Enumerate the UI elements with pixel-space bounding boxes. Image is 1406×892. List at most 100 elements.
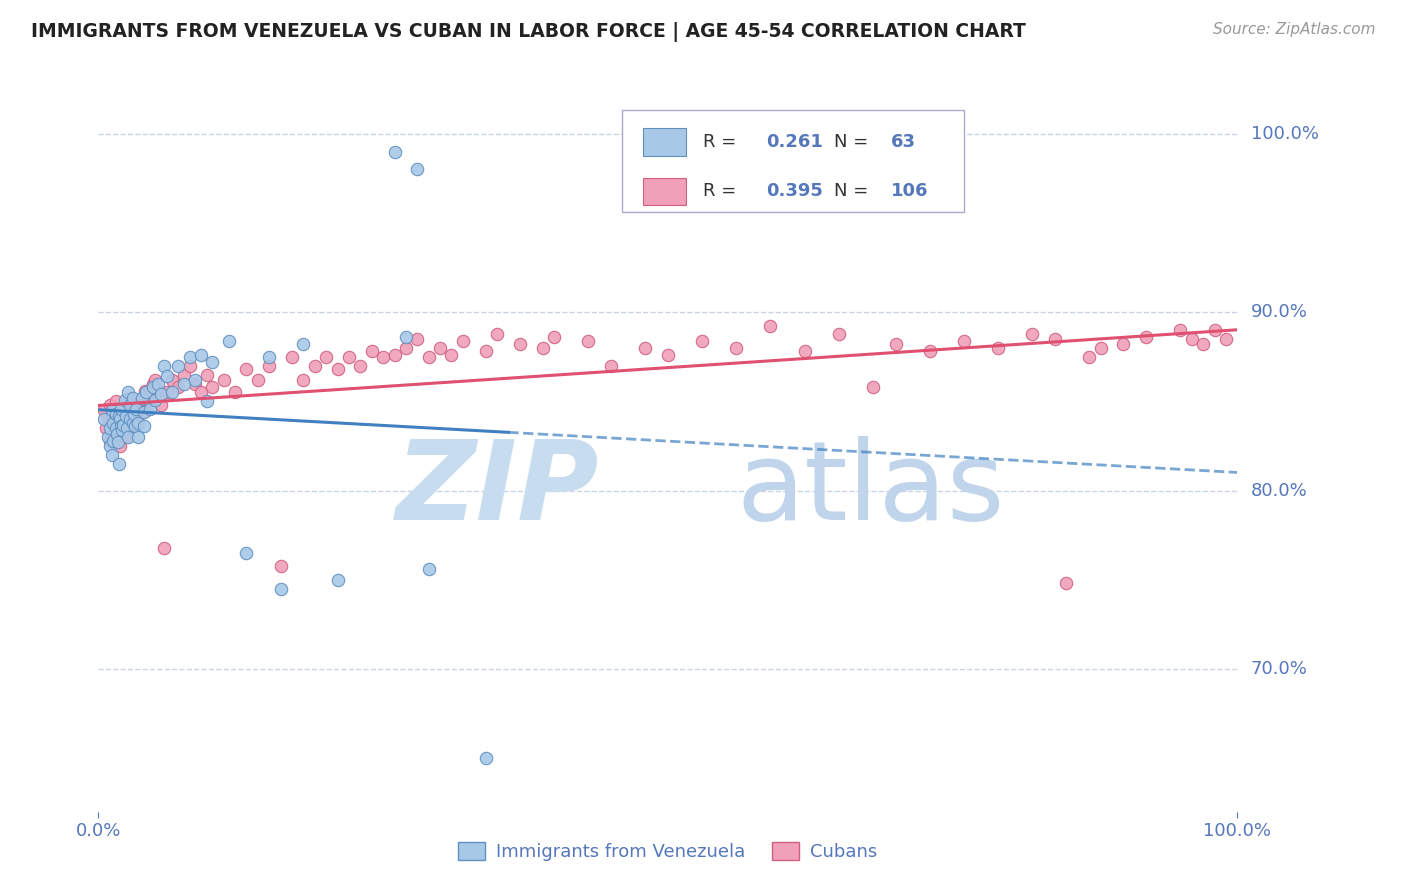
Point [406, 162, 429, 177]
Point [1043, 332, 1066, 346]
FancyBboxPatch shape [643, 128, 686, 156]
Point [112, 403, 135, 417]
Point [326, 362, 349, 376]
Point [212, 373, 235, 387]
Point [145, 373, 167, 387]
Point [270, 558, 292, 573]
Point [884, 337, 907, 351]
Point [156, 369, 179, 384]
Point [406, 332, 429, 346]
Point [184, 373, 207, 387]
Point [114, 419, 136, 434]
Point [96, 421, 118, 435]
Point [111, 416, 134, 430]
Point [111, 423, 134, 437]
Text: 100.0%: 100.0% [1251, 125, 1319, 143]
Point [440, 348, 463, 362]
Point [162, 385, 184, 400]
Point [131, 391, 153, 405]
Text: 0.395: 0.395 [766, 183, 823, 201]
Point [474, 344, 496, 359]
Point [918, 344, 941, 359]
FancyBboxPatch shape [643, 178, 686, 205]
Point [395, 330, 418, 344]
Point [235, 362, 257, 376]
Point [531, 341, 554, 355]
Point [104, 394, 127, 409]
Point [371, 350, 394, 364]
Point [451, 334, 474, 348]
Point [103, 434, 125, 448]
Point [115, 421, 138, 435]
Point [384, 348, 406, 362]
Point [474, 751, 496, 765]
Point [153, 359, 176, 373]
Point [1021, 326, 1043, 341]
Point [793, 344, 815, 359]
Point [101, 403, 124, 417]
Point [114, 409, 136, 423]
Text: 70.0%: 70.0% [1251, 660, 1308, 678]
Point [337, 350, 360, 364]
Point [127, 430, 149, 444]
Point [418, 562, 440, 576]
Point [98, 434, 121, 448]
Text: 0.261: 0.261 [766, 133, 823, 152]
Point [195, 368, 218, 382]
Point [292, 337, 315, 351]
Point [101, 409, 124, 423]
Point [190, 385, 212, 400]
Point [117, 416, 139, 430]
Point [395, 341, 418, 355]
Text: 90.0%: 90.0% [1251, 303, 1308, 321]
Point [156, 385, 179, 400]
Point [114, 392, 136, 407]
Point [1135, 330, 1157, 344]
Text: N =: N = [834, 183, 875, 201]
Text: 63: 63 [891, 133, 917, 152]
Point [759, 319, 782, 334]
Point [108, 416, 131, 430]
Text: IMMIGRANTS FROM VENEZUELA VS CUBAN IN LABOR FORCE | AGE 45-54 CORRELATION CHART: IMMIGRANTS FROM VENEZUELA VS CUBAN IN LA… [31, 22, 1026, 42]
Point [725, 341, 748, 355]
Legend: Immigrants from Venezuela, Cubans: Immigrants from Venezuela, Cubans [451, 835, 884, 869]
Point [146, 384, 169, 398]
Point [281, 350, 304, 364]
Point [657, 348, 679, 362]
Point [195, 394, 218, 409]
Point [104, 407, 127, 421]
Point [224, 385, 246, 400]
Point [138, 401, 160, 416]
Point [124, 419, 146, 434]
Point [121, 398, 143, 412]
Point [142, 376, 165, 391]
Point [179, 359, 201, 373]
Point [138, 385, 160, 400]
Point [828, 326, 851, 341]
Point [128, 398, 150, 412]
Text: R =: R = [703, 133, 742, 152]
Point [1204, 323, 1226, 337]
Point [96, 430, 118, 444]
Point [162, 373, 184, 387]
Point [326, 573, 349, 587]
Point [418, 350, 440, 364]
Point [543, 330, 565, 344]
Text: 106: 106 [891, 183, 928, 201]
Point [349, 359, 371, 373]
Point [120, 412, 142, 426]
Point [862, 380, 884, 394]
Point [138, 394, 160, 409]
Point [108, 409, 131, 423]
Point [120, 391, 142, 405]
Point [173, 368, 195, 382]
Text: atlas: atlas [737, 436, 1005, 543]
Point [173, 376, 195, 391]
Point [131, 391, 153, 405]
Point [1192, 337, 1215, 351]
Point [117, 430, 139, 444]
Point [953, 334, 976, 348]
Point [429, 341, 451, 355]
Point [112, 417, 135, 432]
Point [118, 403, 141, 417]
